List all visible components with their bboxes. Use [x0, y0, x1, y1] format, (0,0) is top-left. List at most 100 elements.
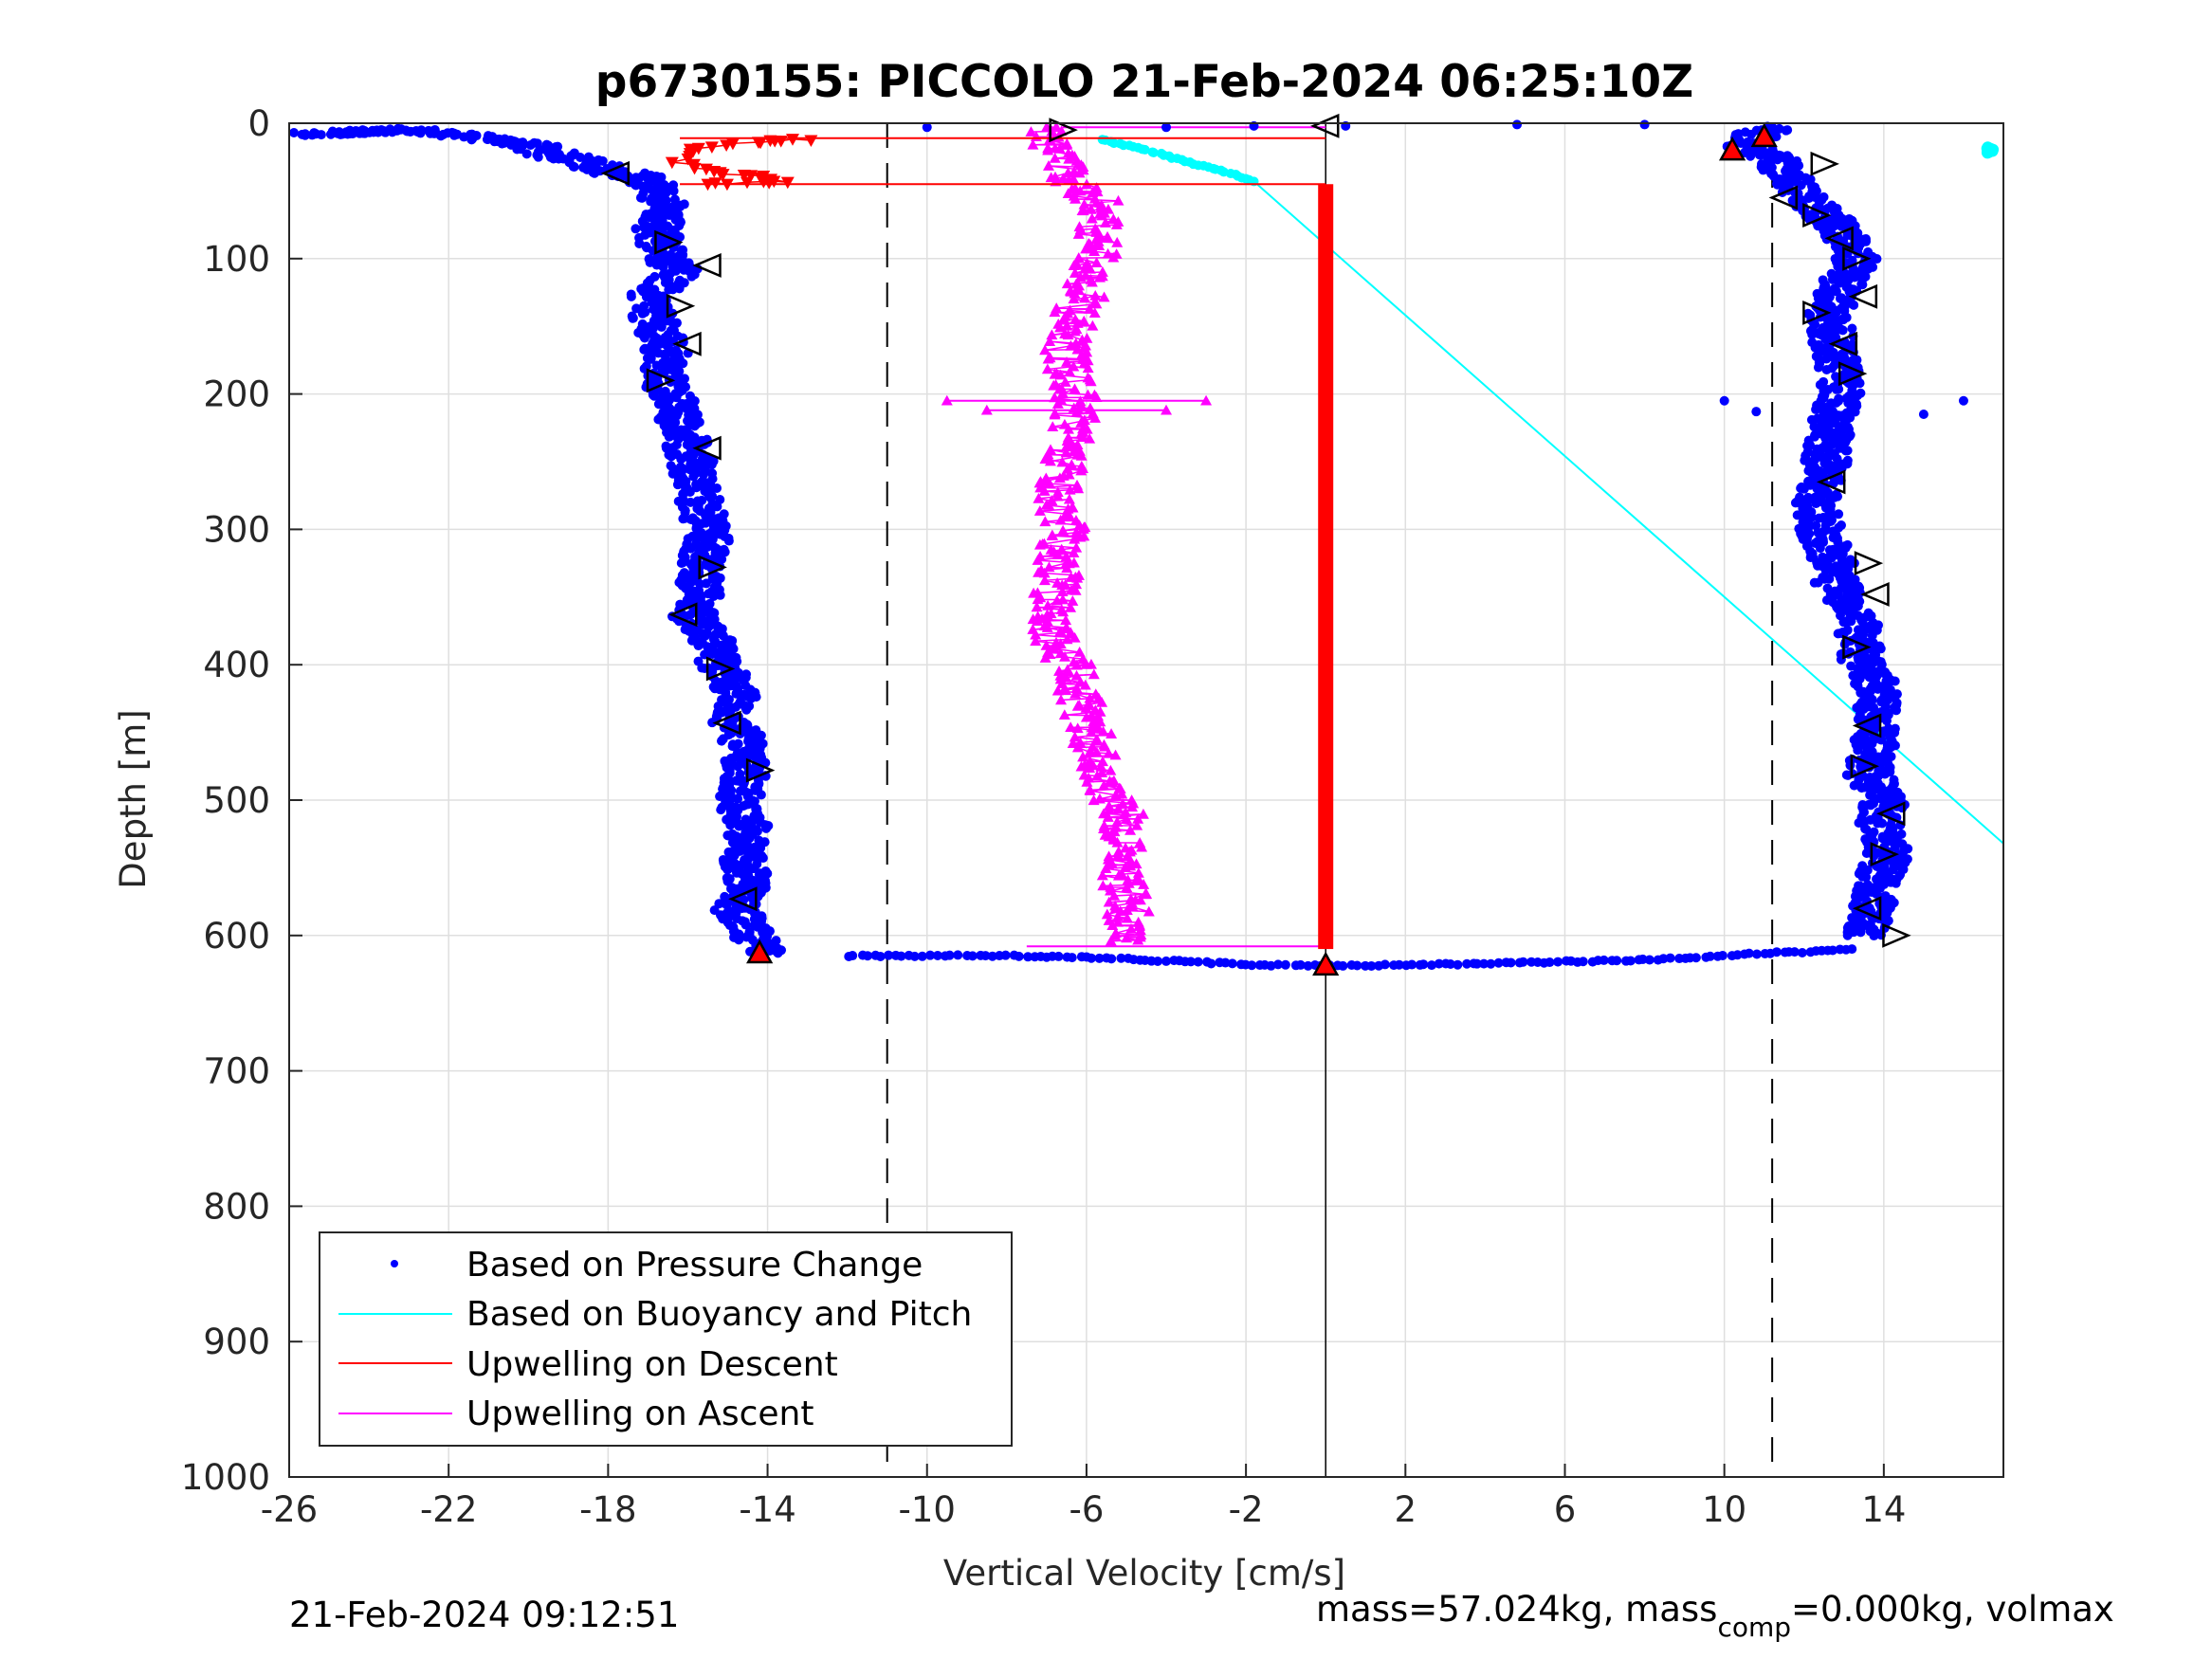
upwelling-ascent-point [1069, 314, 1082, 324]
pressure-change-point [1273, 959, 1284, 970]
upwelling-ascent-point [1040, 472, 1052, 483]
pressure-change-point [917, 951, 927, 961]
upwelling-ascent-point [1095, 760, 1107, 772]
pressure-change-point [735, 786, 745, 796]
upwelling-ascent-point [1073, 646, 1086, 657]
upwelling-ascent-point [1041, 363, 1053, 374]
pressure-change-point [741, 704, 752, 715]
upwelling-ascent-point [980, 404, 993, 415]
upwelling-ascent-point [1130, 858, 1143, 869]
turn-marker [668, 602, 698, 628]
pressure-change-point [1553, 957, 1563, 967]
upwelling-ascent-point [1049, 142, 1061, 154]
upwelling-ascent-point [1104, 775, 1116, 786]
upwelling-ascent-point [1081, 257, 1093, 268]
pressure-change-point [630, 179, 640, 190]
upwelling-descent-point [701, 178, 715, 191]
upwelling-ascent-point [1087, 408, 1099, 418]
upwelling-ascent-point [1039, 516, 1051, 527]
pressure-change-point [740, 920, 751, 930]
pressure-change-point [733, 761, 743, 772]
pressure-change-point [1506, 957, 1516, 968]
pressure-change-point [1842, 626, 1853, 636]
y-tick-label: 400 [203, 645, 270, 685]
upwelling-ascent-point [1032, 611, 1044, 622]
pressure-change-point [1338, 960, 1348, 971]
upwelling-ascent-point [1139, 888, 1151, 900]
upwelling-ascent-point [1057, 173, 1069, 184]
footer-mass-subscript: comp [1717, 1612, 1791, 1643]
upwelling-ascent-point [1078, 414, 1090, 426]
upwelling-ascent-point [1062, 431, 1074, 443]
x-tick-label: 10 [1702, 1489, 1746, 1530]
upwelling-ascent-point [1068, 556, 1080, 568]
pressure-change-point [450, 129, 461, 139]
upwelling-ascent-point [1116, 868, 1128, 879]
upwelling-ascent-point [1143, 905, 1155, 917]
upwelling-ascent-point [1064, 366, 1076, 377]
pressure-change-point [987, 951, 997, 961]
y-tick-label: 900 [203, 1322, 270, 1362]
pressure-change-point [1380, 959, 1390, 970]
turn-marker [1854, 551, 1884, 576]
pressure-change-point [311, 129, 321, 139]
upwelling-ascent-point [1034, 551, 1047, 561]
pressure-change-point [1087, 953, 1097, 963]
pressure-change-point [525, 139, 536, 150]
pressure-change-point [722, 865, 733, 875]
buoyancy-pitch-point [1140, 144, 1150, 155]
pressure-change-point [731, 867, 741, 878]
upwelling-ascent-point [1047, 421, 1059, 432]
turn-marker [1810, 151, 1839, 176]
pressure-change-point [1266, 960, 1276, 971]
pressure-change-point [689, 421, 700, 431]
upwelling-ascent-point [1051, 302, 1063, 313]
turn-marker [712, 710, 741, 736]
turn-marker [1852, 896, 1882, 921]
chart-title: p6730155: PICCOLO 21-Feb-2024 06:25:10Z [595, 56, 1693, 108]
y-tick-label: 100 [203, 239, 270, 280]
upwelling-ascent-point [1056, 593, 1069, 605]
x-tick-label: 2 [1395, 1489, 1417, 1530]
upwelling-ascent-point [1055, 125, 1068, 137]
upwelling-ascent-point [1084, 302, 1096, 314]
pressure-change-point [1889, 775, 1899, 785]
pressure-change-point [1860, 234, 1871, 245]
upwelling-descent-point [780, 176, 795, 190]
pressure-change-point [1426, 960, 1436, 971]
upwelling-ascent-point [1063, 468, 1075, 480]
x-tick-label: -18 [579, 1489, 636, 1530]
upwelling-ascent-point [1049, 392, 1061, 403]
upwelling-ascent-point [1049, 153, 1061, 163]
upwelling-ascent-point [1046, 329, 1058, 340]
pressure-change-point [1863, 880, 1874, 890]
upwelling-ascent-point [1097, 725, 1109, 737]
pressure-change-point [1890, 723, 1900, 734]
pressure-change-point [1023, 952, 1033, 962]
pressure-change-outlier [1918, 410, 1929, 420]
upwelling-ascent-point [1084, 784, 1096, 795]
upwelling-descent-point [665, 156, 679, 170]
pressure-change-point [1740, 127, 1750, 137]
upwelling-ascent-point [1044, 455, 1056, 466]
turn-marker [646, 368, 676, 393]
upwelling-ascent-point [1045, 444, 1057, 455]
upwelling-descent-point [704, 141, 719, 154]
pressure-change-point [745, 881, 756, 891]
turn-marker [698, 555, 727, 580]
upwelling-ascent-point [1054, 647, 1067, 659]
pressure-change-outlier [1639, 119, 1650, 130]
upwelling-ascent-point [1071, 700, 1084, 711]
pressure-change-point [1824, 545, 1835, 556]
pressure-change-point [653, 414, 664, 425]
upwelling-descent-point [785, 134, 799, 146]
footer-timestamp: 21-Feb-2024 09:12:51 [289, 1595, 679, 1635]
surface-marker [1310, 113, 1340, 138]
upwelling-ascent-point [1090, 257, 1103, 267]
upwelling-ascent-point [1132, 866, 1144, 878]
upwelling-ascent-point [1132, 916, 1144, 927]
upwelling-ascent-point [1057, 524, 1069, 536]
upwelling-ascent-point [1096, 767, 1108, 778]
pressure-change-point [590, 168, 600, 178]
upwelling-ascent-point [1069, 687, 1082, 699]
